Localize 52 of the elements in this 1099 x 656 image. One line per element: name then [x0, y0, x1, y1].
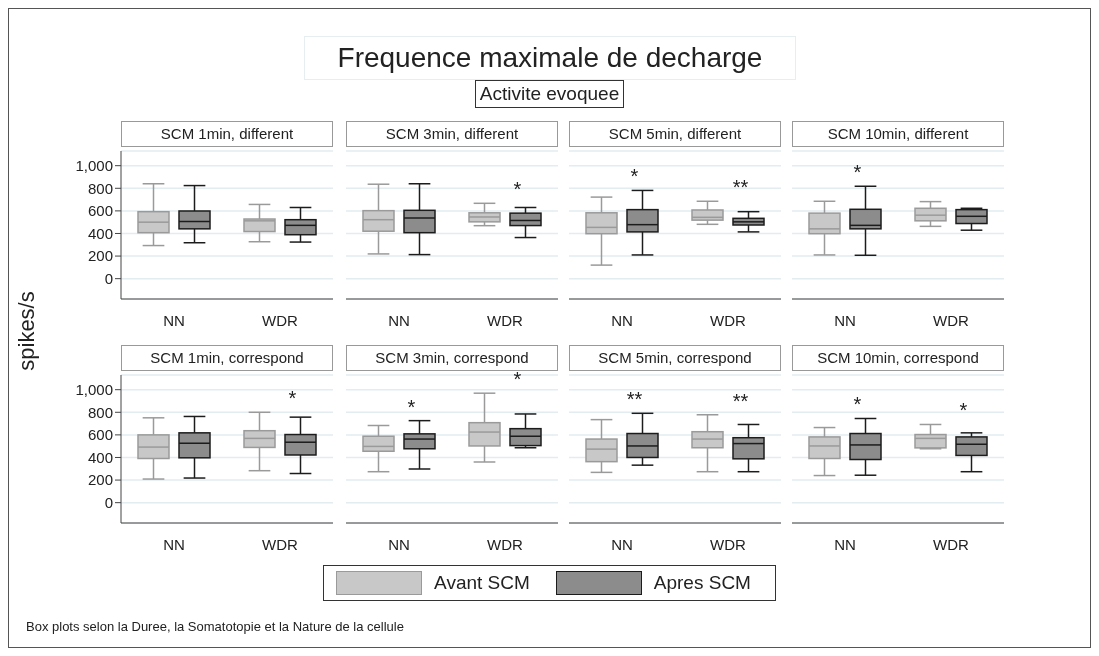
y-axis-title: spikes/s: [14, 291, 40, 371]
x-tick-label: NN: [834, 311, 856, 329]
text: *: [853, 393, 862, 416]
text: Box plots selon la Duree, la Somatotopie et la Nature de la cellule: [26, 619, 404, 634]
x-tick-label: WDR: [487, 311, 524, 329]
text: *: [288, 387, 297, 410]
x-tick-label: NN: [834, 535, 856, 553]
y-tick-label: 1,000: [75, 157, 113, 175]
x-tick-label: NN: [388, 535, 410, 553]
text: **: [626, 388, 643, 411]
x-tick-label: WDR: [710, 311, 747, 329]
chart-title: SCM 5min, correspond: [569, 345, 781, 371]
chart-title: SCM 3min, different: [346, 121, 558, 147]
text: *: [630, 165, 639, 188]
chart-title: SCM 1min, correspond: [121, 345, 333, 371]
chart-title: SCM 5min, different: [569, 121, 781, 147]
x-tick-label: NN: [163, 311, 185, 329]
text: *: [959, 399, 968, 422]
y-tick-label: 600: [87, 202, 113, 220]
x-tick-label: WDR: [262, 535, 299, 553]
x-tick-label: NN: [388, 311, 410, 329]
x-tick-label: WDR: [933, 311, 970, 329]
legend-label: Avant SCM: [434, 572, 530, 594]
chart-title: SCM 10min, different: [792, 121, 1004, 147]
text: *: [853, 161, 862, 184]
x-tick-label: WDR: [487, 535, 524, 553]
text: **: [732, 176, 749, 199]
x-tick-label: NN: [163, 535, 185, 553]
x-tick-label: NN: [611, 535, 633, 553]
y-tick-label: 0: [104, 269, 113, 287]
x-tick-label: NN: [611, 311, 633, 329]
chart-title: SCM 1min, different: [121, 121, 333, 147]
text: **: [732, 389, 749, 412]
y-tick-label: 200: [87, 471, 113, 489]
text: Activite evoquee: [474, 80, 625, 108]
y-tick-label: 400: [87, 448, 113, 466]
chart-title: SCM 10min, correspond: [792, 345, 1004, 371]
chart-title: SCM 3min, correspond: [375, 349, 529, 366]
x-tick-label: WDR: [262, 311, 299, 329]
y-tick-label: 800: [87, 179, 113, 197]
text: **: [407, 368, 522, 418]
y-tick-label: 600: [87, 426, 113, 444]
x-tick-label: WDR: [710, 535, 747, 553]
y-tick-label: 0: [104, 493, 113, 511]
text: Frequence maximale de decharge: [304, 36, 796, 80]
text: *: [513, 178, 522, 201]
legend-label: Apres SCM: [653, 572, 751, 594]
y-tick-label: 200: [87, 247, 113, 265]
x-tick-label: WDR: [933, 535, 970, 553]
y-tick-label: 400: [87, 224, 113, 242]
y-tick-label: 800: [87, 403, 113, 421]
y-tick-label: 1,000: [75, 381, 113, 399]
